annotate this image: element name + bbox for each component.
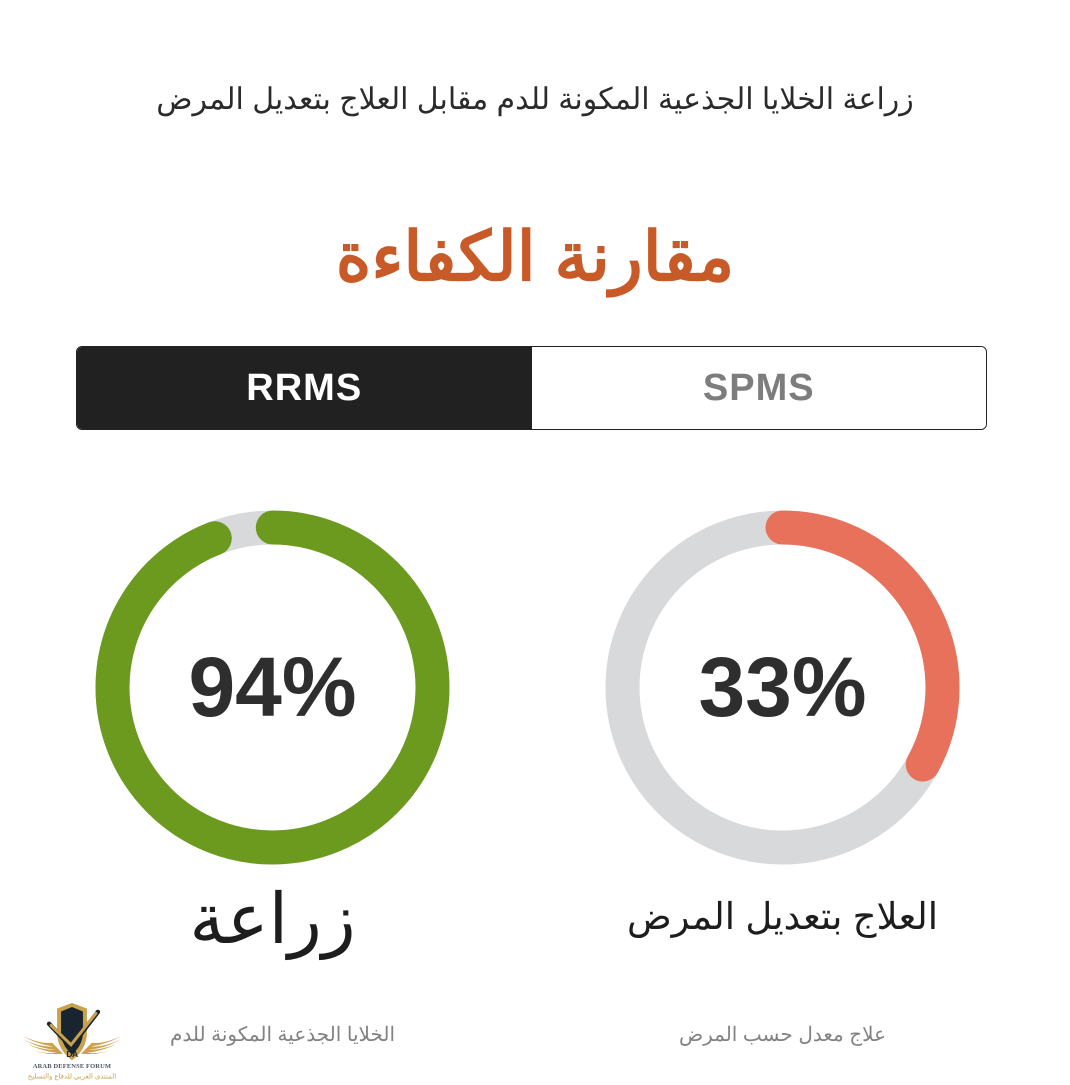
svg-text:ARAB DEFENSE FORUM: ARAB DEFENSE FORUM: [33, 1063, 111, 1070]
svg-text:المنتدى العربي للدفاع والتسليح: المنتدى العربي للدفاع والتسليح: [28, 1073, 116, 1081]
svg-text:DA: DA: [66, 1049, 78, 1059]
